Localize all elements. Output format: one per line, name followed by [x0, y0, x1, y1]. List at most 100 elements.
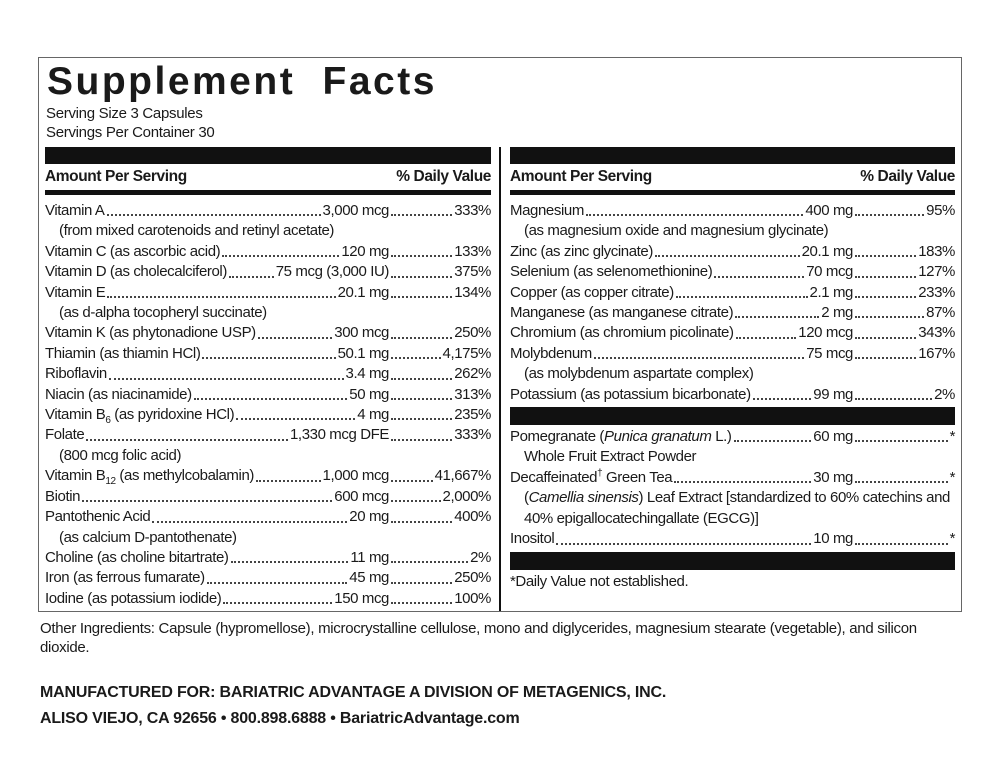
dot-leader: [391, 385, 453, 401]
dot-leader: [855, 303, 925, 319]
amount: 50 mg: [349, 385, 389, 403]
daily-value: 133%: [454, 242, 491, 260]
text: Folate: [45, 426, 85, 444]
text: Vitamin C (as ascorbic acid): [45, 242, 221, 260]
dot-leader: [391, 364, 453, 380]
nutrient-name: Manganese (as manganese citrate): [510, 303, 734, 323]
dot-leader: [855, 283, 917, 299]
dot-leader: [735, 303, 820, 319]
daily-value: 2%: [470, 548, 491, 566]
nutrient-row: Magnesium 400 mg 95%: [510, 201, 955, 221]
nutrient-row: Selenium (as selenomethionine) 70 mcg 127%: [510, 262, 955, 282]
dot-leader: [223, 589, 333, 605]
nutrient-row: Thiamin (as thiamin HCl) 50.1 mg 4,175%: [45, 344, 491, 364]
text: Iodine (as potassium iodide): [45, 589, 222, 607]
amount: 70 mcg: [806, 263, 853, 281]
nutrient-row: Riboflavin 3.4 mg 262%: [45, 364, 491, 384]
dv-cell: 183%: [853, 242, 955, 262]
text: Vitamin E: [45, 283, 106, 301]
daily-value: 127%: [918, 263, 955, 281]
text: Manganese (as manganese citrate): [510, 304, 734, 322]
text: Copper (as copper citrate): [510, 283, 674, 301]
nutrient-row: Vitamin E 20.1 mg 134%: [45, 283, 491, 303]
nutrient-note: Whole Fruit Extract Powder: [510, 447, 955, 467]
nutrient-name: Potassium (as potassium bicarbonate): [510, 385, 751, 405]
thick-rule: [45, 190, 491, 195]
nutrient-row: Iodine (as potassium iodide) 150 mcg 100%: [45, 589, 491, 609]
black-bar: [510, 147, 955, 164]
daily-value: *: [949, 428, 956, 446]
dv-cell: 233%: [853, 283, 955, 303]
dot-leader: [108, 364, 344, 380]
styled-text: †: [597, 467, 603, 479]
dot-leader: [391, 283, 453, 299]
nutrient-row: Choline (as choline bitartrate) 11 mg 2%: [45, 548, 491, 568]
daily-value: 100%: [454, 589, 491, 607]
servings-per-container: Servings Per Container 30: [46, 124, 215, 141]
serving-size: Serving Size 3 Capsules: [46, 105, 203, 122]
nutrient-row: Molybdenum 75 mcg 167%: [510, 344, 955, 364]
daily-value: 250%: [454, 324, 491, 342]
amount: 11 mg: [350, 548, 389, 566]
dv-cell: 95%: [853, 201, 955, 221]
nutrient-name: Decaffeinated† Green Tea: [510, 467, 673, 488]
nutrient-name: Iron (as ferrous fumarate): [45, 568, 205, 588]
nutrient-name: Biotin: [45, 487, 81, 507]
text: Iron (as ferrous fumarate): [45, 569, 205, 587]
dot-leader: [391, 507, 453, 523]
dv-cell: 134%: [389, 283, 491, 303]
dv-cell: 100%: [389, 589, 491, 609]
amount: 150 mcg: [334, 589, 389, 607]
nutrient-row: Iron (as ferrous fumarate) 45 mg 250%: [45, 568, 491, 588]
nutrient-row: Biotin 600 mcg 2,000%: [45, 487, 491, 507]
nutrient-row: Pomegranate (Punica granatum L.) 60 mg *: [510, 427, 955, 447]
amount: 1,330 mcg DFE: [289, 426, 389, 444]
text: Pantothenic Acid: [45, 508, 151, 526]
dot-leader: [391, 568, 453, 584]
daily-value: 183%: [918, 242, 955, 260]
dv-cell: 343%: [853, 323, 955, 343]
nutrient-row: Zinc (as zinc glycinate) 20.1 mg 183%: [510, 242, 955, 262]
table-header: Amount Per Serving % Daily Value: [45, 164, 491, 190]
nutrient-row: Vitamin C (as ascorbic acid) 120 mg 133%: [45, 242, 491, 262]
nutrient-name: Vitamin B6 (as pyridoxine HCl): [45, 405, 235, 426]
amount: 300 mcg: [334, 324, 389, 342]
dot-leader: [855, 262, 917, 278]
text: Vitamin K (as phytonadione USP): [45, 324, 256, 342]
styled-text: Punica granatum: [604, 428, 712, 446]
right-column: Amount Per Serving % Daily Value Magnesium…: [510, 147, 955, 592]
amount: 45 mg: [349, 569, 389, 587]
amount: 50.1 mg: [337, 344, 390, 362]
amount-header: Amount Per Serving: [45, 168, 187, 185]
text: (800 mcg folic acid): [59, 446, 182, 464]
daily-value: 4,175%: [442, 344, 492, 362]
dot-leader: [236, 405, 356, 421]
table-header: Amount Per Serving % Daily Value: [510, 164, 955, 190]
dot-leader: [193, 385, 348, 401]
text: Choline (as choline bitartrate): [45, 548, 229, 566]
nutrient-note: (as d-alpha tocopheryl succinate): [45, 303, 491, 323]
daily-value: 333%: [454, 426, 491, 444]
dv-cell: 400%: [389, 507, 491, 527]
nutrient-name: Choline (as choline bitartrate): [45, 548, 229, 568]
nutrient-row: Vitamin B6 (as pyridoxine HCl) 4 mg 235%: [45, 405, 491, 426]
nutrient-name: Zinc (as zinc glycinate): [510, 242, 653, 262]
dot-leader: [855, 323, 917, 339]
amount: 1,000 mcg: [322, 467, 390, 485]
amount: 2.1 mg: [809, 283, 854, 301]
text: Pomegranate (: [510, 428, 605, 446]
nutrient-name: Copper (as copper citrate): [510, 283, 674, 303]
text: Inositol: [510, 530, 555, 548]
amount: 4 mg: [357, 406, 389, 424]
dv-cell: 235%: [389, 405, 491, 425]
nutrient-row: Manganese (as manganese citrate) 2 mg 87%: [510, 303, 955, 323]
nutrient-name: Pomegranate (Punica granatum L.): [510, 427, 732, 447]
dot-leader: [855, 529, 948, 545]
nutrient-name: Vitamin B12 (as methylcobalamin): [45, 466, 254, 487]
text: Riboflavin: [45, 365, 107, 383]
dv-cell: 2%: [853, 385, 955, 405]
nutrient-row: Vitamin A 3,000 mcg 333%: [45, 201, 491, 221]
nutrient-row: Pantothenic Acid 20 mg 400%: [45, 507, 491, 527]
amount: 75 mcg: [806, 344, 853, 362]
text: Biotin: [45, 487, 81, 505]
